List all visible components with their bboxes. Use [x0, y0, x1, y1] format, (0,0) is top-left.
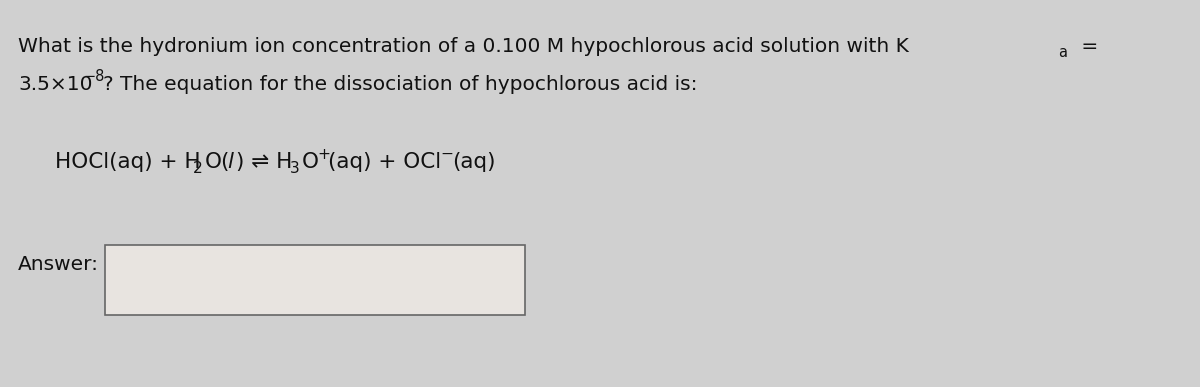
Text: HOCl(aq) + H: HOCl(aq) + H: [55, 152, 200, 172]
Text: What is the hydronium ion concentration of a 0.100 M hypochlorous acid solution : What is the hydronium ion concentration …: [18, 37, 908, 56]
Text: O(: O(: [205, 152, 230, 172]
Text: =: =: [1075, 37, 1098, 56]
Text: 2: 2: [193, 161, 203, 176]
Text: −8: −8: [83, 69, 104, 84]
Text: (aq) + OCl: (aq) + OCl: [328, 152, 442, 172]
Text: ) ⇌ H: ) ⇌ H: [236, 152, 293, 172]
Text: −: −: [440, 147, 454, 162]
Text: l: l: [227, 152, 233, 172]
Text: ? The equation for the dissociation of hypochlorous acid is:: ? The equation for the dissociation of h…: [103, 75, 697, 94]
Text: Answer:: Answer:: [18, 255, 98, 274]
Text: O: O: [302, 152, 319, 172]
Text: 3: 3: [290, 161, 300, 176]
Text: (aq): (aq): [452, 152, 496, 172]
FancyBboxPatch shape: [106, 245, 526, 315]
Text: a: a: [1058, 45, 1067, 60]
Text: +: +: [317, 147, 330, 162]
Text: 3.5×10: 3.5×10: [18, 75, 92, 94]
